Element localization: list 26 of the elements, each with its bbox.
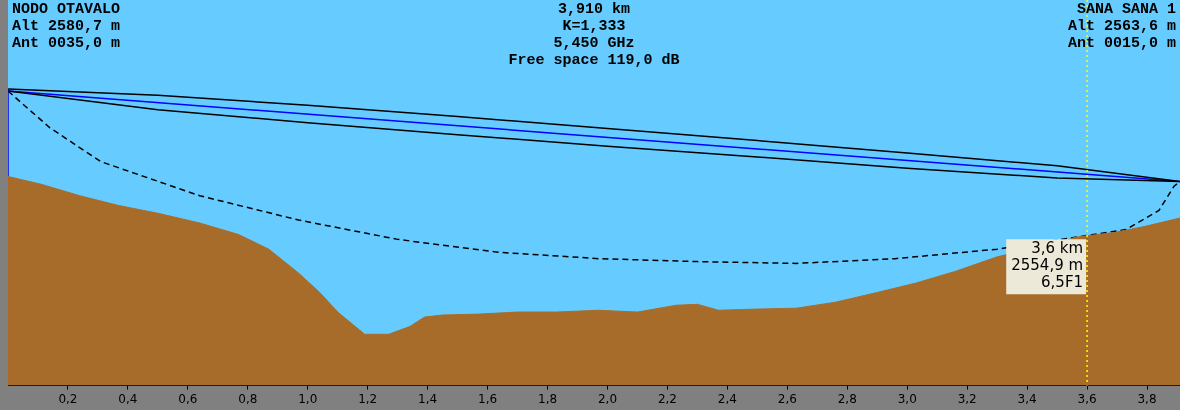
x-tick-label: 1,8 (537, 391, 558, 406)
x-tick-label: 2,2 (657, 391, 677, 406)
x-tick-label: 0,4 (118, 391, 138, 406)
x-tick-label: 2,8 (837, 391, 857, 406)
x-tick-label: 2,6 (777, 391, 797, 406)
text: 3,910 km (557, 1, 631, 19)
x-tick-label: 2,0 (597, 391, 618, 406)
text: NODO OTAVALO Alt 2580,7 m Ant 0035,0 m (12, 1, 121, 53)
annotation: 3,6 km 2554,9 m 6,5F1 (1011, 238, 1084, 291)
text: 5,450 GHz (553, 35, 635, 53)
x-tick-label: 1,2 (358, 391, 378, 406)
x-tick-label: 2,4 (717, 391, 737, 406)
x-tick-label: 0,2 (58, 391, 78, 406)
x-tick-label: 3,6 (1077, 391, 1097, 406)
x-tick-label: 3,8 (1137, 391, 1157, 406)
text: SANA SANA 1 Alt 2563,6 m Ant 0015,0 m (1067, 1, 1176, 53)
text: Free space 119,0 dB (508, 52, 680, 70)
x-tick-label: 1,6 (478, 391, 498, 406)
x-tick-label: 0,8 (238, 391, 258, 406)
x-tick-label: 0,6 (178, 391, 198, 406)
text: K=1,333 (562, 18, 626, 36)
x-tick-label: 1,0 (298, 391, 318, 406)
x-tick-label: 3,2 (957, 391, 977, 406)
x-tick-label: 3,4 (1017, 391, 1037, 406)
x-tick-label: 1,4 (418, 391, 438, 406)
x-tick-label: 3,0 (897, 391, 917, 406)
